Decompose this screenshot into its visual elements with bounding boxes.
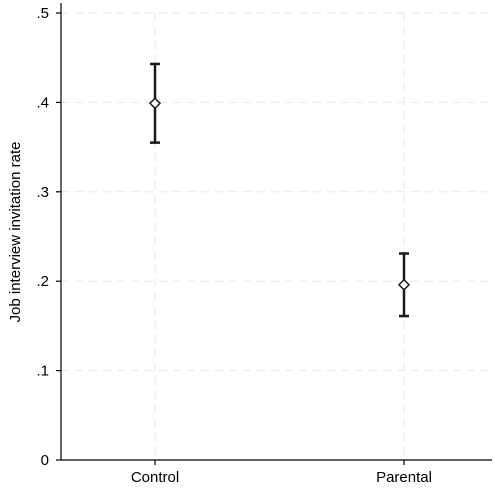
y-tick-label: .4 bbox=[36, 94, 49, 111]
grid-layer bbox=[61, 12, 492, 460]
y-tick-label: .5 bbox=[36, 5, 49, 22]
y-tick-label: .3 bbox=[36, 184, 49, 201]
marks-layer bbox=[148, 62, 411, 318]
point-marker bbox=[397, 278, 411, 291]
x-tick-label: Control bbox=[131, 469, 179, 486]
y-axis-title: Job interview invitation rate bbox=[7, 142, 24, 323]
axis-layer: 0 .1 .2 .3 .4 .5 Control Parental bbox=[36, 3, 492, 486]
y-tick-label: 0 bbox=[41, 452, 49, 469]
x-tick-label: Parental bbox=[376, 469, 432, 486]
y-tick-label: .1 bbox=[36, 363, 49, 380]
y-tick-label: .2 bbox=[36, 273, 49, 290]
point-marker bbox=[148, 97, 162, 110]
